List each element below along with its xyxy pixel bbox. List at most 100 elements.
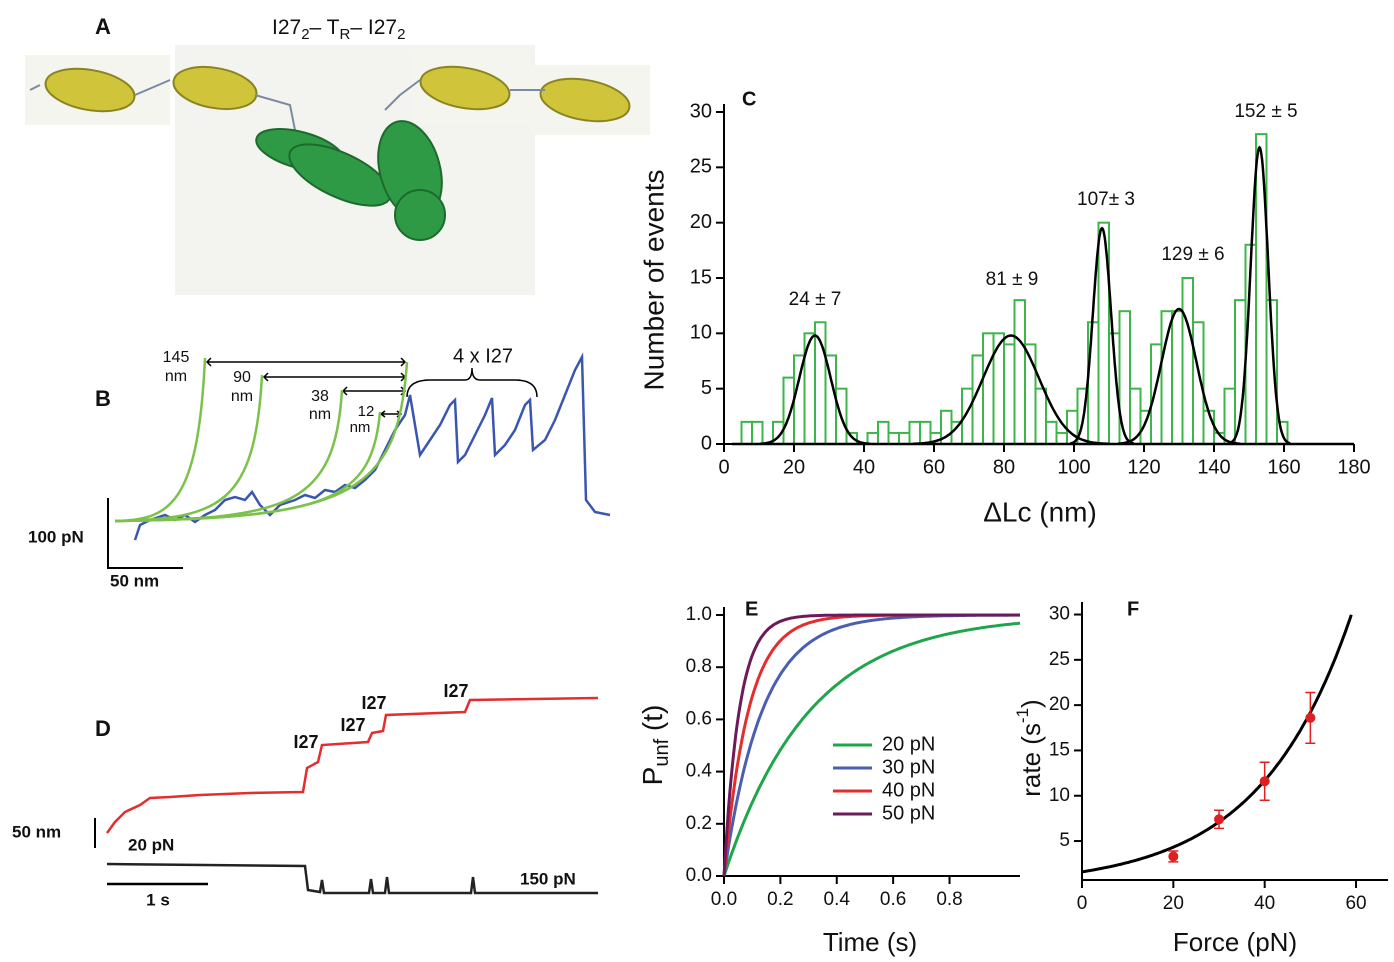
- x-tick-label: 0: [718, 456, 729, 478]
- label-part: ): [1016, 699, 1046, 708]
- title-sub: 2: [301, 26, 309, 43]
- distance-unit: nm: [309, 406, 331, 423]
- bar: [898, 431, 911, 445]
- distance-value: 90: [233, 369, 251, 386]
- legend-label: 50 pN: [882, 802, 935, 824]
- x-tick-label: 120: [1127, 456, 1160, 478]
- panel-label: D: [95, 716, 111, 741]
- y-tick-label: 0.6: [686, 708, 712, 729]
- bar: [793, 354, 806, 446]
- y-tick-label: 25: [1049, 649, 1070, 670]
- step-label: I27: [361, 693, 386, 713]
- x-tick-label: 0.2: [767, 889, 793, 910]
- y-tick-label: 0: [701, 432, 712, 454]
- x-tick-label: 0.6: [880, 889, 906, 910]
- data-point: [1305, 712, 1316, 723]
- distance-unit: nm: [350, 419, 371, 436]
- x-tick-label: 20: [1163, 893, 1184, 914]
- y-tick-label: 20: [1049, 694, 1070, 715]
- x-tick-label: 80: [993, 456, 1015, 478]
- x-tick-label: 180: [1337, 456, 1370, 478]
- legend-label: 20 pN: [882, 733, 935, 755]
- step-label: I27: [293, 732, 318, 752]
- x-tick-label: 140: [1197, 456, 1230, 478]
- peak-label: 152 ± 5: [1234, 101, 1297, 122]
- bar: [1150, 343, 1163, 445]
- distance-value: 12: [358, 403, 375, 420]
- gaussian-fit: [1228, 145, 1291, 445]
- helix-bundle: [394, 189, 446, 241]
- peak-label: 107± 3: [1077, 189, 1135, 210]
- i27-domains: [44, 65, 631, 123]
- force-trace: [106, 862, 598, 895]
- y-tick-label: 0.4: [686, 761, 713, 782]
- bar: [1171, 310, 1184, 446]
- panel-label: F: [1127, 598, 1139, 620]
- title-sub: 2: [397, 26, 405, 43]
- title-part: – I27: [350, 16, 397, 39]
- scale-label: 50 nm: [12, 822, 61, 841]
- x-axis-label: Time (s): [823, 927, 917, 957]
- peak-label: 24 ± 7: [789, 289, 842, 310]
- label-part: P: [637, 767, 668, 786]
- distance-value: 145: [163, 349, 190, 366]
- y-axis-label: rate (s-1): [1013, 699, 1045, 796]
- x-tick-label: 60: [1345, 893, 1366, 914]
- panel-label: A: [95, 14, 111, 39]
- bar: [982, 332, 995, 446]
- construct-title: I272– TR– I272: [272, 16, 405, 43]
- x-tick-label: 100: [1057, 456, 1090, 478]
- label-sub: unf: [651, 738, 673, 766]
- talin-rod: [255, 120, 446, 241]
- gaussian-fit: [1117, 307, 1241, 445]
- arrow: [379, 410, 403, 418]
- distance-unit: nm: [231, 388, 253, 405]
- y-tick-label: 20: [690, 211, 712, 233]
- fit-curve: [722, 621, 1021, 877]
- force-label: 150 pN: [520, 869, 576, 888]
- scale-label: 1 s: [146, 890, 170, 909]
- x-tick-label: 60: [923, 456, 945, 478]
- y-tick-label: 10: [690, 322, 712, 344]
- arrow: [341, 386, 407, 396]
- x-tick-label: 0.4: [824, 889, 851, 910]
- x-tick-label: 0.8: [936, 889, 962, 910]
- gaussian-fit: [912, 334, 1110, 446]
- y-tick-label: 1.0: [686, 604, 712, 625]
- scale-bar: [107, 498, 183, 569]
- wlc-curve: [114, 357, 207, 523]
- bar: [1160, 310, 1173, 446]
- bar: [1034, 387, 1047, 445]
- bar: [1087, 321, 1100, 445]
- label-part: rate (s: [1016, 723, 1046, 797]
- bar: [1181, 277, 1194, 445]
- y-tick-label: 0.8: [686, 656, 712, 677]
- bar: [1223, 387, 1236, 445]
- x-tick-label: 0.0: [711, 889, 737, 910]
- title-sub: R: [340, 26, 351, 43]
- bar: [877, 420, 890, 446]
- bar: [1055, 431, 1068, 445]
- bar: [866, 431, 879, 445]
- data-point: [1168, 851, 1179, 862]
- annotation: 4 x I27: [453, 345, 513, 367]
- gaussian-fit: [1069, 226, 1135, 445]
- bar: [919, 420, 932, 446]
- y-tick-label: 15: [1049, 739, 1070, 760]
- peak-label: 81 ± 9: [986, 269, 1039, 290]
- distance-arrows: [205, 357, 538, 418]
- step-label: I27: [443, 681, 468, 701]
- y-tick-label: 15: [690, 266, 712, 288]
- title-part: – T: [310, 16, 340, 39]
- brace: [406, 367, 538, 398]
- data-point: [1259, 776, 1270, 787]
- y-tick-label: 0.2: [686, 813, 712, 834]
- panel-label: E: [745, 598, 758, 620]
- x-tick-label: 0: [1077, 893, 1088, 914]
- legend-label: 40 pN: [882, 779, 935, 801]
- force-label: 20 pN: [128, 835, 174, 854]
- y-tick-label: 10: [1049, 785, 1070, 806]
- y-tick-label: 30: [690, 100, 712, 122]
- y-tick-label: 5: [1059, 830, 1070, 851]
